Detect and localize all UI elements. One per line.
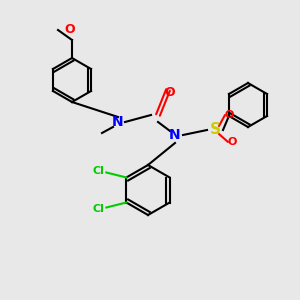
Text: O: O: [165, 85, 175, 98]
Text: S: S: [209, 122, 220, 137]
Text: O: O: [224, 110, 234, 120]
Text: N: N: [169, 128, 181, 142]
Text: Cl: Cl: [92, 205, 104, 214]
Text: O: O: [65, 23, 75, 36]
Text: N: N: [112, 115, 124, 129]
Text: O: O: [227, 137, 237, 147]
Text: Cl: Cl: [92, 166, 104, 176]
